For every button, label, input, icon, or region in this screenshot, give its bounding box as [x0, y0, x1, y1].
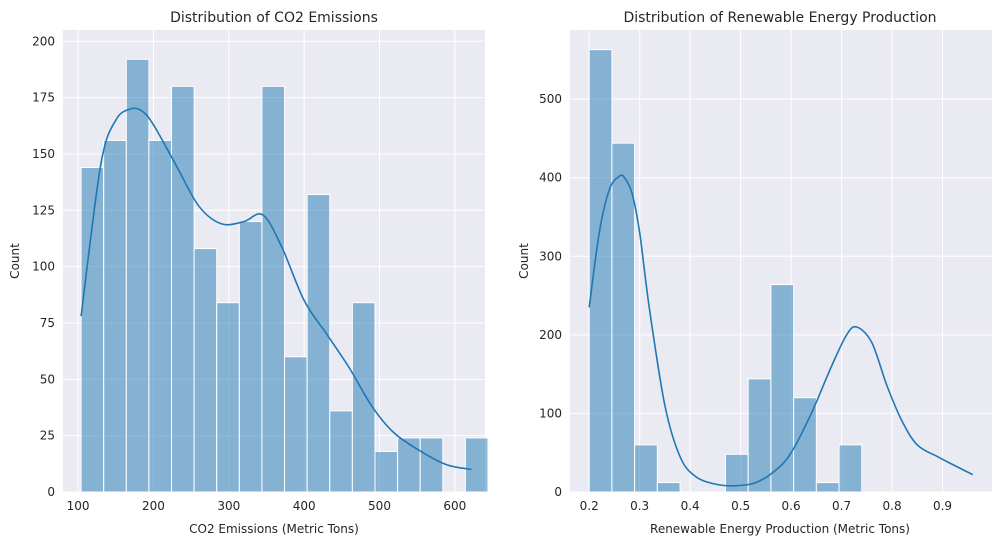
- y-tick-label: 150: [32, 147, 55, 161]
- histogram-bar: [148, 139, 173, 493]
- y-tick-label: 25: [40, 429, 55, 443]
- histogram-bar: [656, 482, 681, 493]
- x-axis-label: CO2 Emissions (Metric Tons): [189, 522, 359, 536]
- histogram-bar: [419, 437, 444, 493]
- x-tick-label: 500: [368, 499, 391, 513]
- histogram-bar: [125, 58, 150, 493]
- histogram-bar: [306, 194, 331, 493]
- x-tick-label: 0.7: [832, 499, 851, 513]
- histogram-bar: [397, 437, 421, 493]
- histogram-bar: [103, 139, 127, 493]
- x-tick-label: 0.6: [782, 499, 801, 513]
- histogram-bar: [464, 437, 489, 493]
- y-tick-label: 75: [40, 316, 55, 330]
- y-tick-label: 0: [47, 485, 55, 499]
- histogram-bars: [80, 58, 489, 493]
- histogram-bar: [815, 482, 840, 493]
- histogram-bar: [838, 444, 863, 493]
- y-tick-label: 100: [539, 406, 562, 420]
- y-tick-label: 100: [32, 260, 55, 274]
- x-tick-labels: 0.2 0.3 0.4 0.5 0.6 0.7 0.8 0.9: [580, 499, 952, 513]
- histogram-bar: [747, 378, 772, 493]
- x-tick-label: 0.8: [883, 499, 902, 513]
- kde-curve: [588, 174, 974, 487]
- histogram-bar: [634, 444, 658, 493]
- histogram-bar: [216, 302, 240, 493]
- histogram-bar: [793, 397, 817, 493]
- histogram-bar: [351, 302, 376, 493]
- y-tick-label: 175: [32, 91, 55, 105]
- histogram-bar: [171, 85, 195, 493]
- chart-co2: Distribution of CO2 Emissions 100 200 300 4…: [8, 10, 489, 536]
- x-axis-label: Renewable Energy Production (Metric Tons…: [650, 522, 910, 536]
- histogram-bar: [284, 356, 308, 493]
- y-axis-label: Count: [8, 243, 22, 279]
- x-tick-label: 0.9: [933, 499, 952, 513]
- y-tick-label: 0: [554, 485, 562, 499]
- x-tick-label: 0.3: [630, 499, 649, 513]
- y-tick-label: 200: [32, 34, 55, 48]
- histogram-bars: [588, 49, 863, 493]
- y-tick-labels: 0 100 200 300 400 500: [539, 92, 562, 499]
- y-tick-label: 400: [539, 171, 562, 185]
- kde-curve: [80, 107, 472, 471]
- x-tick-label: 0.5: [731, 499, 750, 513]
- histogram-bar: [588, 49, 613, 493]
- chart-title: Distribution of Renewable Energy Product…: [623, 10, 936, 26]
- x-tick-label: 400: [293, 499, 316, 513]
- y-tick-label: 500: [539, 92, 562, 106]
- x-tick-label: 200: [142, 499, 165, 513]
- chart-title: Distribution of CO2 Emissions: [170, 10, 378, 26]
- histogram-bar: [329, 410, 353, 493]
- histogram-bar: [261, 85, 286, 493]
- y-tick-label: 200: [539, 328, 562, 342]
- x-tick-label: 0.4: [681, 499, 700, 513]
- y-tick-label: 300: [539, 249, 562, 263]
- y-tick-label: 50: [40, 372, 55, 386]
- histogram-bar: [611, 142, 636, 493]
- histogram-bar: [770, 284, 795, 493]
- histogram-bar: [80, 166, 105, 493]
- histogram-bar: [193, 248, 218, 493]
- y-tick-label: 125: [32, 203, 55, 217]
- chart-renewable: Distribution of Renewable Energy Product…: [517, 10, 992, 536]
- x-tick-label: 0.2: [580, 499, 599, 513]
- x-tick-label: 300: [217, 499, 240, 513]
- y-axis-label: Count: [517, 243, 531, 279]
- x-tick-labels: 100 200 300 400 500 600: [67, 499, 467, 513]
- x-tick-label: 600: [443, 499, 466, 513]
- x-tick-label: 100: [67, 499, 90, 513]
- y-tick-labels: 0 25 50 75 100 125 150 175 200: [32, 34, 55, 499]
- histogram-bar: [374, 450, 399, 493]
- histogram-bar: [238, 221, 263, 493]
